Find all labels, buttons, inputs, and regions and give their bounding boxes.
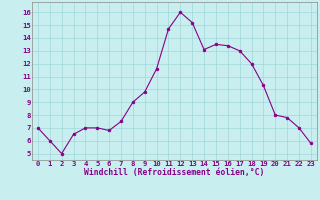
X-axis label: Windchill (Refroidissement éolien,°C): Windchill (Refroidissement éolien,°C)	[84, 168, 265, 177]
